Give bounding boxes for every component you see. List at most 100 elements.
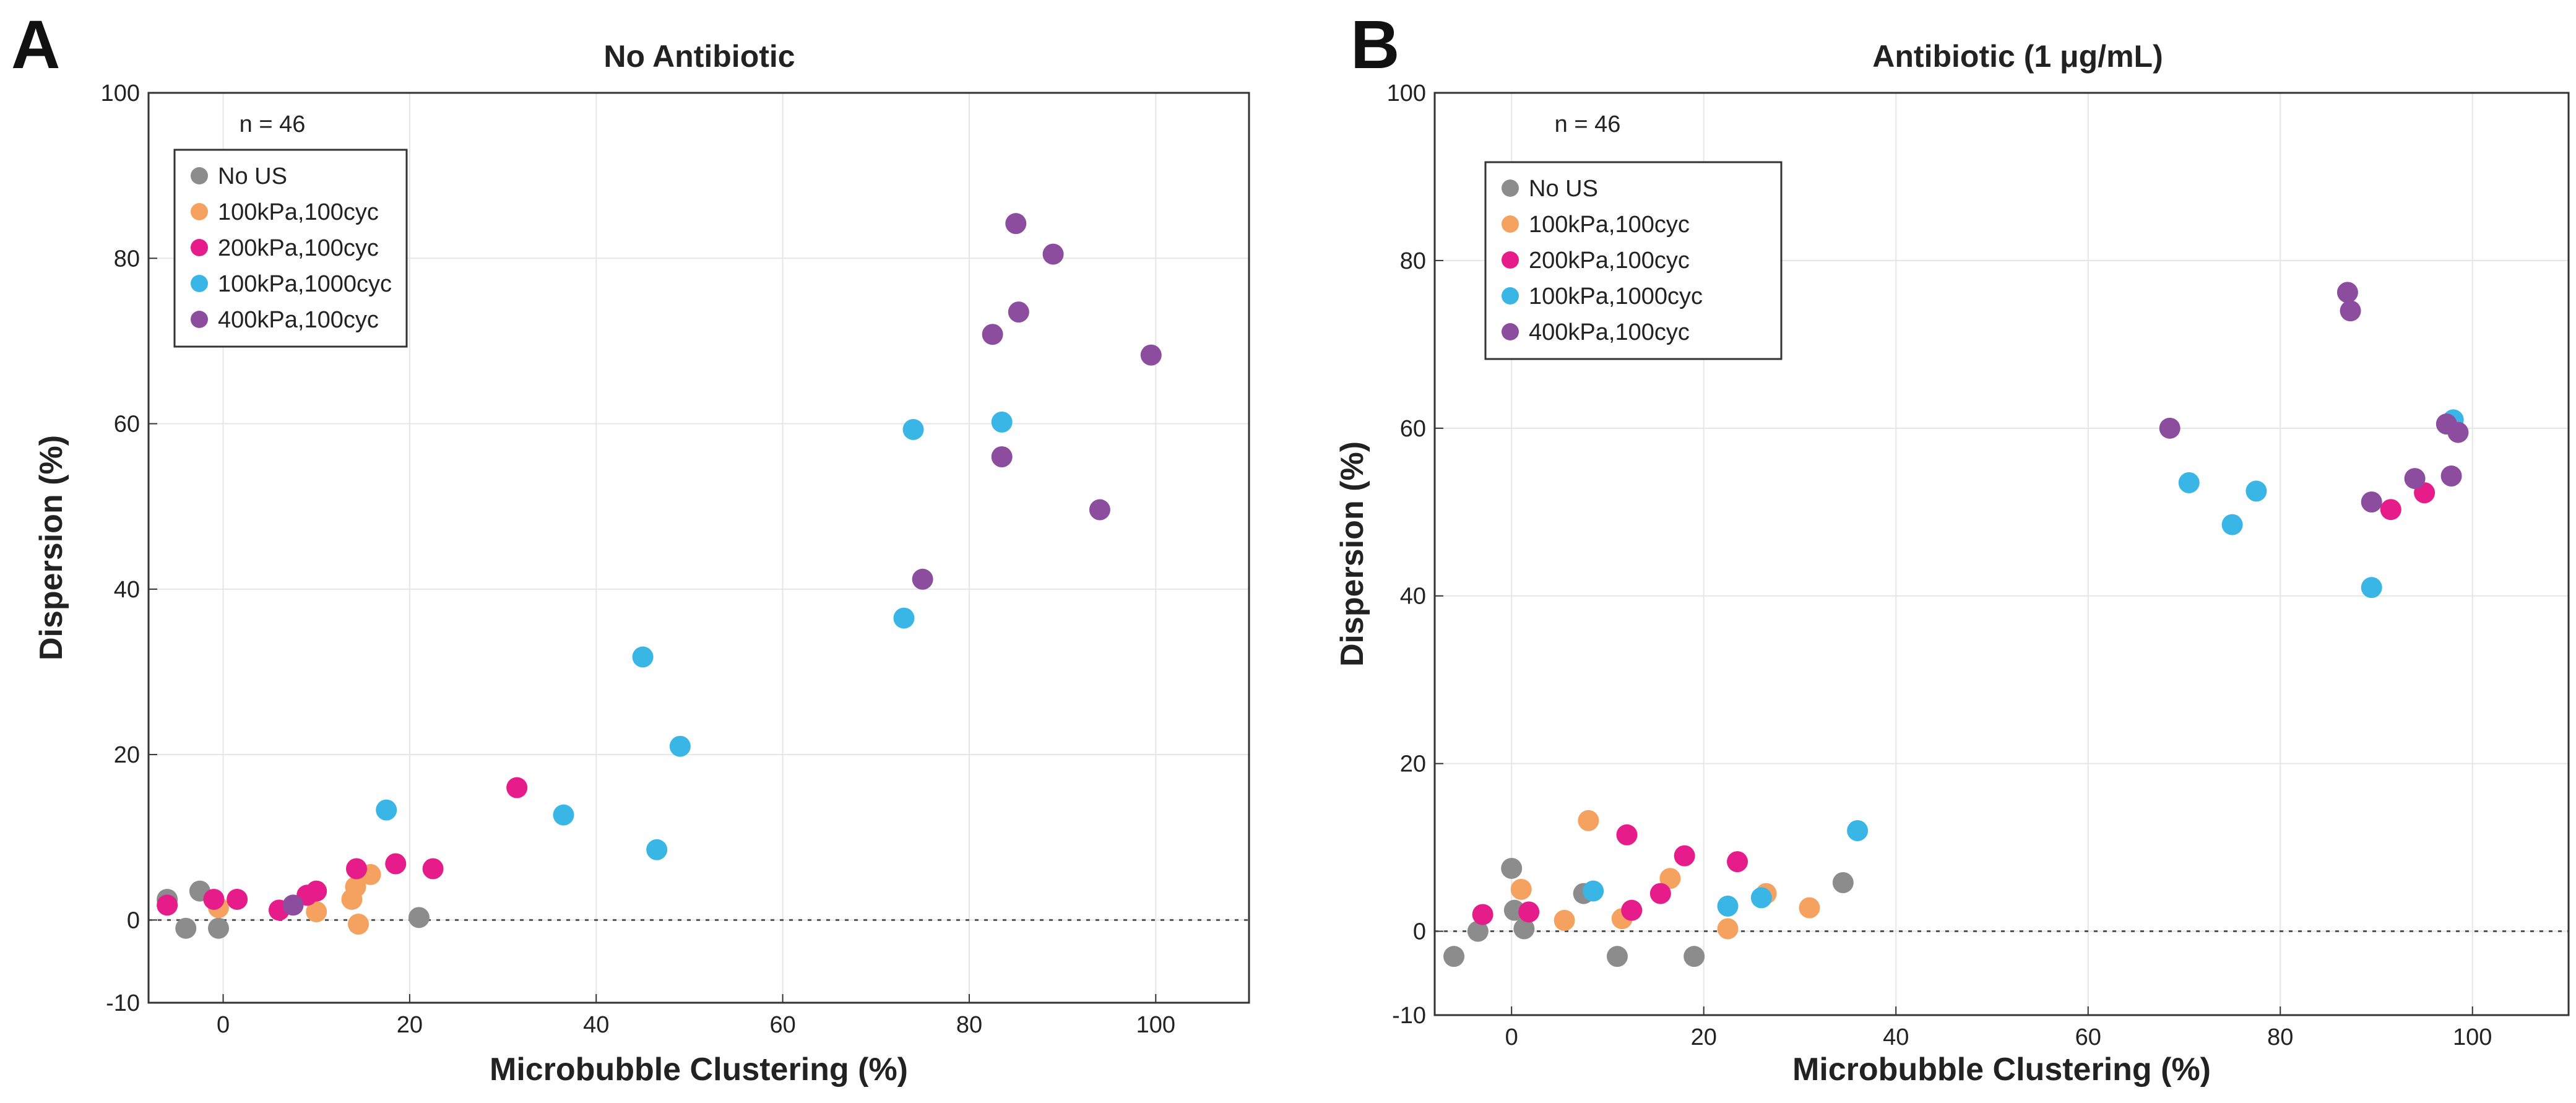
legend-label: 400kPa,100cyc — [218, 307, 379, 333]
data-point — [893, 607, 915, 629]
legend-label: 100kPa,1000cyc — [218, 271, 392, 297]
data-point — [1832, 872, 1854, 893]
y-tick-label: 20 — [1400, 751, 1426, 777]
series-100kpa-1000cyc — [376, 411, 1013, 860]
legend-marker — [1502, 323, 1519, 340]
data-point — [2178, 472, 2200, 493]
data-point — [1683, 946, 1705, 967]
legend-marker — [191, 311, 208, 328]
x-tick-label: 100 — [1136, 1012, 1175, 1038]
legend-marker — [1502, 180, 1519, 197]
series-400kpa-100cyc — [2159, 282, 2469, 513]
data-point — [553, 804, 574, 826]
data-point — [175, 917, 197, 939]
sample-size-label: n = 46 — [240, 111, 306, 137]
y-tick-label: 0 — [1413, 919, 1426, 945]
series-200kpa-100cyc — [157, 777, 528, 921]
data-point — [991, 446, 1013, 467]
y-tick-label: 40 — [1400, 584, 1426, 610]
data-point — [1089, 499, 1110, 521]
legend-label: 200kPa,100cyc — [1529, 248, 1690, 274]
data-point — [157, 894, 178, 916]
data-point — [346, 858, 368, 880]
data-point — [385, 853, 407, 875]
data-point — [2361, 491, 2382, 513]
grid: 0 20 40 60 80 100 -10 0 20 40 60 80 100 — [101, 80, 1249, 1038]
y-axis-label: Dispersion (%) — [33, 435, 69, 660]
data-point — [506, 777, 528, 798]
data-point — [1578, 810, 1599, 831]
data-point — [1717, 895, 1739, 917]
data-point — [2340, 300, 2361, 322]
series-400kpa-100cyc — [282, 213, 1162, 916]
y-tick-label: 100 — [101, 80, 140, 106]
data-point — [345, 876, 366, 898]
data-point — [1750, 887, 1772, 909]
data-point — [1606, 946, 1628, 967]
data-point — [2361, 577, 2382, 599]
y-axis-label: Dispersion (%) — [1334, 441, 1370, 667]
data-point — [2380, 499, 2401, 521]
chart-panel-a: A No Antibiotic 0 20 40 60 80 100 -10 0 20 40 60 80 10… — [11, 7, 1250, 1088]
panel-letter: A — [11, 7, 60, 83]
plot-frame — [1433, 92, 2570, 1016]
x-tick-label: 80 — [956, 1012, 982, 1038]
legend-marker — [191, 167, 208, 184]
y-tick-label: 80 — [1400, 248, 1426, 274]
x-tick-label: 40 — [1883, 1024, 1909, 1050]
x-tick-label: 0 — [1505, 1024, 1518, 1050]
x-tick-label: 60 — [769, 1012, 795, 1038]
x-tick-label: 40 — [583, 1012, 609, 1038]
data-point — [1659, 868, 1681, 889]
chart-title: Antibiotic (1 μg/mL) — [1872, 39, 2163, 74]
legend: No US 100kPa,100cyc 200kPa,100cyc 100kPa,10… — [1484, 161, 1783, 360]
legend-marker — [1502, 215, 1519, 233]
data-point — [1554, 909, 1575, 931]
data-point — [1727, 851, 1748, 873]
data-point — [2336, 282, 2358, 303]
data-point — [1140, 344, 1162, 366]
data-point — [1717, 918, 1739, 940]
x-axis-label: Microbubble Clustering (%) — [490, 1052, 908, 1088]
chart-panel-b: B Antibiotic (1 μg/mL) 0 20 40 60 80 100 -10 0 20 4… — [1334, 7, 2570, 1088]
data-point — [1621, 899, 1643, 921]
data-point — [1799, 897, 1820, 919]
legend-box — [1484, 161, 1783, 360]
data-point — [1847, 820, 1869, 841]
legend-marker — [1502, 251, 1519, 269]
data-point — [1583, 880, 1604, 902]
data-point — [1005, 213, 1027, 235]
legend-marker — [191, 239, 208, 256]
data-point — [208, 917, 230, 939]
data-point — [1443, 946, 1465, 967]
data-point — [2245, 480, 2267, 502]
data-point — [2404, 468, 2426, 490]
data-point — [203, 888, 225, 910]
legend-marker — [191, 275, 208, 292]
y-tick-label: 20 — [114, 742, 140, 768]
x-tick-label: 60 — [2075, 1024, 2101, 1050]
legend: No US 100kPa,100cyc 200kPa,100cyc 100kPa,10… — [173, 149, 408, 348]
legend-box — [173, 149, 408, 348]
data-point — [1518, 901, 1540, 923]
legend-marker — [1502, 287, 1519, 305]
data-point — [669, 735, 691, 757]
data-point — [991, 411, 1013, 433]
x-tick-label: 20 — [1691, 1024, 1717, 1050]
panel-letter: B — [1351, 7, 1399, 83]
data-point — [2159, 417, 2181, 439]
data-point — [902, 418, 924, 440]
x-tick-label: 80 — [2267, 1024, 2293, 1050]
legend-label: 100kPa,100cyc — [1529, 212, 1690, 238]
data-point — [376, 799, 397, 821]
sample-size-label: n = 46 — [1555, 111, 1621, 137]
data-point — [1008, 301, 1029, 323]
legend-label: 100kPa,1000cyc — [1529, 283, 1703, 309]
y-tick-label: 60 — [1400, 416, 1426, 442]
data-point — [1674, 845, 1695, 867]
y-tick-label: 100 — [1387, 80, 1426, 106]
x-tick-label: 20 — [397, 1012, 423, 1038]
data-point — [2440, 465, 2462, 487]
data-point — [1472, 904, 1493, 925]
